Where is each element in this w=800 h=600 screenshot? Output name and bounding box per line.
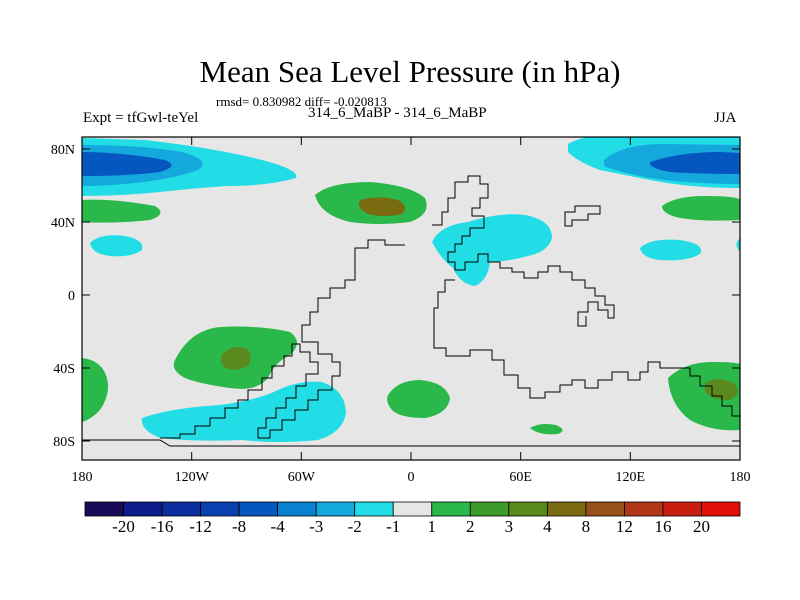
contour-cyan-patch-edge [736,238,740,252]
colorbar-label: 16 [654,517,672,536]
colorbar-swatch [469,501,510,517]
colorbar-swatch [84,501,124,517]
colorbar-swatch [238,501,279,517]
contour-north-east-green-patch [662,196,740,221]
contour-north-atlantic-high-core [359,197,406,216]
contour-cyan-patch-east [640,239,702,261]
x-tick-label: 60E [509,470,532,485]
y-tick-label: 80N [51,143,75,158]
rmsd-diff-stats: rmsd= 0.830982 diff= -0.020813 [216,94,387,109]
colorbar-label: -4 [270,517,285,536]
x-tick-label: 120E [616,470,646,485]
contour-south-west-green-patch [82,358,108,422]
x-tick-label: 120W [175,470,210,485]
contour-southern-ocean-low [141,381,346,442]
colorbar-label: 3 [504,517,514,536]
coastline-australia [672,367,740,417]
colorbar-swatch [123,501,163,517]
contour-central-low [432,214,552,286]
colorbar-swatch [315,501,356,517]
contour-north-east-low-core [649,152,740,174]
colorbar-swatch [508,501,548,517]
coastline-eurasia [432,175,615,327]
colorbar-swatch [662,501,702,517]
contour-north-west-green-patch [82,199,161,223]
y-tick-label: 40S [53,362,75,377]
colorbar-label: 2 [466,517,475,536]
axis-ticks [81,137,741,460]
colorbar-swatch [624,501,664,517]
colorbar-label: 1 [427,517,437,536]
colorbar-swatch [546,501,587,517]
colorbar-swatch [392,501,433,517]
colorbar-label: 8 [581,517,591,536]
colorbar-swatch [277,501,317,517]
colorbar-swatch [200,501,240,517]
colorbar-label: -2 [347,517,362,536]
coastline-africa [433,279,672,399]
colorbar-label: -1 [386,517,401,536]
colorbar-label: 12 [615,517,633,536]
comparison-subtitle: 314_6_MaBP - 314_6_MaBP [308,105,487,121]
contour-north-west-low-core [82,152,172,176]
contour-small-green-south [530,424,563,435]
coastline-antarctica [82,439,740,447]
colorbar-label: -12 [189,517,212,536]
colorbar-swatch [431,501,471,517]
colorbar-label: 20 [692,517,710,536]
colorbar-label: -20 [112,517,135,536]
y-tick-label: 40N [51,216,75,231]
experiment-label: Expt = tfGwl-teYel [83,110,199,126]
y-tick-label: 80S [53,435,75,450]
contour-south-atlantic-high [387,380,450,418]
x-tick-label: 60W [288,470,316,485]
colorbar-swatch [701,501,741,517]
map-title: Mean Sea Level Pressure (in hPa) [199,54,621,89]
coastline-americas [160,239,405,439]
contour-fields [82,137,740,442]
season-label: JJA [714,110,737,126]
contour-south-pacific-high-core [220,346,251,370]
coastlines [82,175,740,447]
colorbar-label: -16 [150,517,174,536]
colorbar-label: 4 [543,517,552,536]
coastline-asia-east [564,205,601,227]
colorbar-label: -3 [309,517,324,536]
colorbar [84,501,741,517]
colorbar-swatch [161,501,201,517]
colorbar-swatch [354,501,394,517]
x-tick-label: 180 [72,470,93,485]
x-tick-label: 0 [408,470,415,485]
y-tick-label: 0 [68,289,75,304]
x-tick-label: 180 [730,470,751,485]
contour-south-east-high [668,362,740,431]
colorbar-label: -8 [232,517,247,536]
colorbar-swatch [585,501,625,517]
contour-cyan-patch-west [90,235,143,257]
contour-south-east-high-core [705,379,738,400]
